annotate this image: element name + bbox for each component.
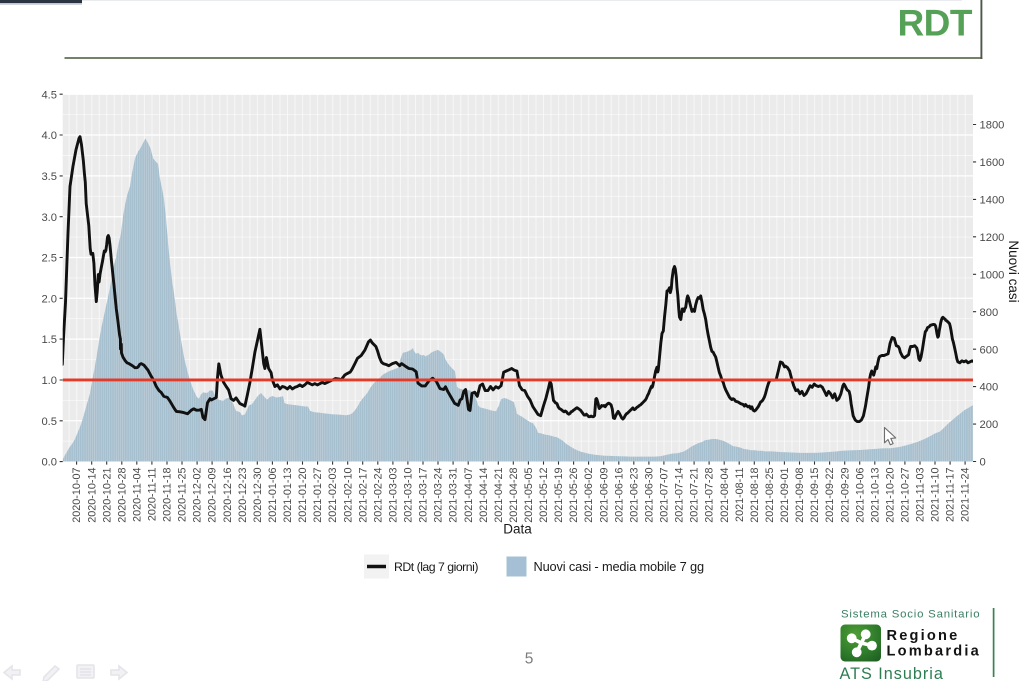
- svg-text:2021-11-17: 2021-11-17: [945, 468, 957, 522]
- svg-text:2021-03-24: 2021-03-24: [433, 468, 445, 523]
- svg-text:2020-12-09: 2020-12-09: [207, 468, 219, 523]
- svg-text:400: 400: [980, 382, 999, 394]
- svg-text:2020-10-07: 2020-10-07: [71, 468, 83, 523]
- svg-text:200: 200: [980, 419, 999, 431]
- svg-text:800: 800: [980, 307, 999, 319]
- svg-text:4.5: 4.5: [41, 89, 57, 101]
- svg-text:2021-04-28: 2021-04-28: [508, 468, 520, 523]
- svg-text:2021-03-17: 2021-03-17: [418, 468, 430, 523]
- svg-text:2021-09-29: 2021-09-29: [839, 468, 851, 523]
- svg-text:2021-01-13: 2021-01-13: [282, 468, 294, 523]
- svg-text:2.0: 2.0: [41, 293, 57, 305]
- svg-text:2020-11-11: 2020-11-11: [147, 468, 159, 522]
- svg-text:2021-06-23: 2021-06-23: [628, 468, 640, 523]
- svg-text:2021-11-24: 2021-11-24: [960, 468, 972, 522]
- svg-text:2021-02-24: 2021-02-24: [372, 468, 384, 523]
- svg-text:2021-11-03: 2021-11-03: [915, 468, 927, 522]
- svg-text:2021-11-10: 2021-11-10: [930, 468, 942, 522]
- svg-text:2021-03-31: 2021-03-31: [448, 468, 460, 523]
- svg-text:1200: 1200: [980, 232, 1005, 244]
- svg-text:0: 0: [980, 457, 986, 469]
- svg-text:2021-08-11: 2021-08-11: [734, 468, 746, 522]
- svg-text:2021-02-03: 2021-02-03: [327, 468, 339, 523]
- svg-text:2021-06-02: 2021-06-02: [583, 468, 595, 523]
- svg-text:2021-06-09: 2021-06-09: [598, 468, 610, 523]
- svg-text:2020-10-21: 2020-10-21: [101, 468, 113, 523]
- svg-text:Data: Data: [503, 522, 532, 537]
- svg-text:2021-06-16: 2021-06-16: [613, 468, 625, 523]
- svg-text:2020-12-02: 2020-12-02: [192, 468, 204, 523]
- svg-text:2021-05-05: 2021-05-05: [523, 468, 535, 523]
- svg-text:2021-09-08: 2021-09-08: [794, 468, 806, 523]
- svg-text:Nuovi casi: Nuovi casi: [1006, 240, 1021, 302]
- svg-text:600: 600: [980, 344, 999, 356]
- svg-text:2021-03-10: 2021-03-10: [403, 468, 415, 523]
- svg-text:2021-10-27: 2021-10-27: [900, 468, 912, 523]
- svg-text:2021-10-13: 2021-10-13: [869, 468, 881, 523]
- svg-text:3.5: 3.5: [41, 171, 57, 183]
- svg-text:ATS Insubria: ATS Insubria: [840, 665, 944, 681]
- svg-text:1600: 1600: [980, 157, 1005, 169]
- svg-text:2021-08-18: 2021-08-18: [749, 468, 761, 523]
- svg-text:Regione: Regione: [887, 628, 960, 644]
- svg-text:2.5: 2.5: [41, 253, 57, 265]
- svg-text:1.0: 1.0: [41, 375, 57, 387]
- svg-text:2021-04-21: 2021-04-21: [493, 468, 505, 523]
- svg-text:2021-01-20: 2021-01-20: [297, 468, 309, 523]
- svg-text:2021-03-03: 2021-03-03: [388, 468, 400, 523]
- svg-text:Nuovi casi - media mobile 7 gg: Nuovi casi - media mobile 7 gg: [534, 559, 705, 574]
- svg-text:2021-01-27: 2021-01-27: [312, 468, 324, 523]
- svg-text:2020-11-25: 2020-11-25: [177, 468, 189, 522]
- svg-text:1400: 1400: [980, 195, 1005, 207]
- svg-text:2021-10-20: 2021-10-20: [884, 468, 896, 523]
- svg-text:1000: 1000: [980, 269, 1005, 281]
- svg-text:2021-07-21: 2021-07-21: [689, 468, 701, 523]
- svg-text:2020-12-30: 2020-12-30: [252, 468, 264, 523]
- svg-text:RDt (lag 7 giorni): RDt (lag 7 giorni): [394, 560, 478, 574]
- svg-text:2021-08-25: 2021-08-25: [764, 468, 776, 523]
- svg-text:1.5: 1.5: [41, 334, 57, 346]
- svg-text:2021-10-06: 2021-10-06: [854, 468, 866, 523]
- svg-text:0.5: 0.5: [41, 416, 57, 428]
- svg-text:2020-11-18: 2020-11-18: [162, 468, 174, 522]
- svg-text:2021-04-14: 2021-04-14: [478, 468, 490, 523]
- svg-text:0.0: 0.0: [41, 457, 57, 469]
- svg-text:2021-02-10: 2021-02-10: [342, 468, 354, 523]
- svg-text:2020-10-14: 2020-10-14: [86, 468, 98, 523]
- svg-text:2021-01-06: 2021-01-06: [267, 468, 279, 523]
- svg-text:2021-07-28: 2021-07-28: [704, 468, 716, 523]
- svg-text:2020-12-23: 2020-12-23: [237, 468, 249, 523]
- svg-text:2021-04-07: 2021-04-07: [463, 468, 475, 523]
- svg-text:1800: 1800: [980, 120, 1005, 132]
- svg-text:2021-05-12: 2021-05-12: [538, 468, 550, 523]
- svg-text:2021-05-19: 2021-05-19: [553, 468, 565, 523]
- svg-text:2021-09-01: 2021-09-01: [779, 468, 791, 523]
- svg-text:2021-09-22: 2021-09-22: [824, 468, 836, 523]
- svg-text:2021-07-07: 2021-07-07: [659, 468, 671, 523]
- svg-text:5: 5: [525, 651, 534, 668]
- svg-text:2020-11-04: 2020-11-04: [131, 468, 143, 522]
- svg-text:2020-10-28: 2020-10-28: [116, 468, 128, 523]
- svg-text:2021-08-04: 2021-08-04: [719, 468, 731, 523]
- svg-text:4.0: 4.0: [41, 130, 57, 142]
- svg-text:Sistema Socio Sanitario: Sistema Socio Sanitario: [841, 609, 980, 621]
- svg-text:2020-12-16: 2020-12-16: [222, 468, 234, 523]
- svg-text:2021-09-15: 2021-09-15: [809, 468, 821, 523]
- svg-text:2021-07-14: 2021-07-14: [674, 468, 686, 523]
- svg-text:2021-02-17: 2021-02-17: [357, 468, 369, 523]
- svg-text:RDT: RDT: [897, 3, 972, 44]
- svg-text:Lombardia: Lombardia: [887, 644, 981, 660]
- svg-text:3.0: 3.0: [41, 212, 57, 224]
- svg-text:2021-05-26: 2021-05-26: [568, 468, 580, 523]
- svg-text:2021-06-30: 2021-06-30: [644, 468, 656, 523]
